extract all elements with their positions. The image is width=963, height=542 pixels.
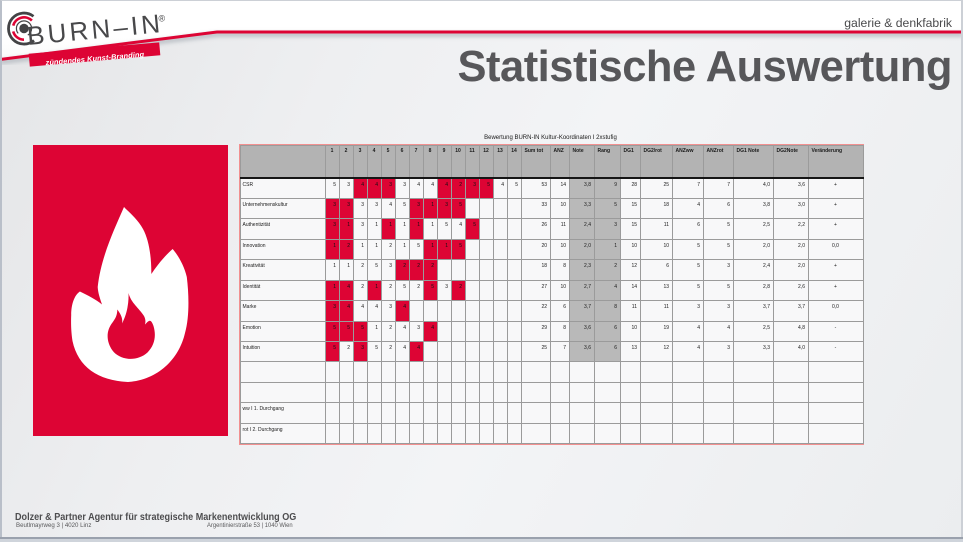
svg-text:®: ® (159, 14, 166, 24)
